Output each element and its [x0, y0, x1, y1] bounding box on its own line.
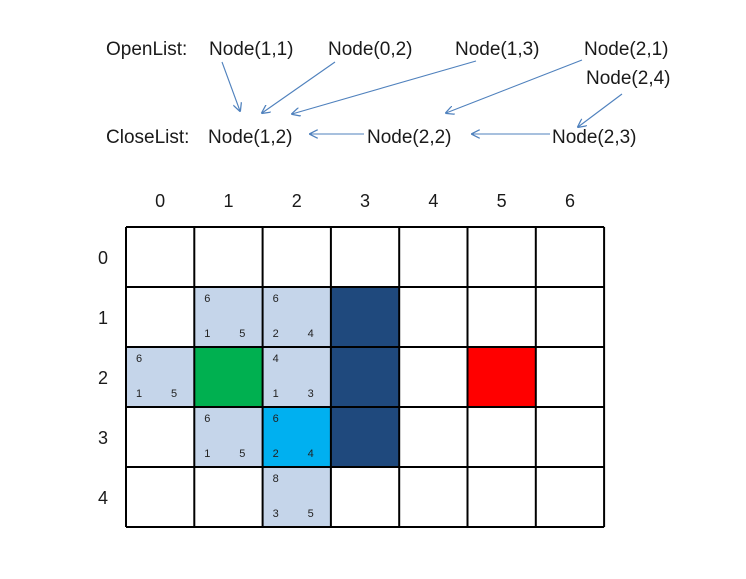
cell-g-value: 3 — [273, 508, 279, 520]
row-label: 4 — [98, 488, 108, 508]
grid-cell-goal — [467, 347, 536, 407]
cell-fill — [330, 347, 400, 407]
grid-cell-wall — [330, 287, 400, 347]
cell-h-value: 4 — [308, 448, 314, 460]
cell-h-value: 5 — [171, 388, 177, 400]
cell-f-value: 6 — [273, 293, 279, 305]
relation-arrows — [221, 59, 623, 134]
cell-h-value: 4 — [308, 328, 314, 340]
cell-f-value: 4 — [273, 353, 279, 365]
open-list-node: Node(0,2) — [328, 39, 413, 60]
grid-cell-start — [194, 347, 263, 407]
cell-g-value: 1 — [204, 448, 210, 460]
close-list-node: Node(2,3) — [552, 127, 637, 148]
column-label: 0 — [155, 191, 165, 211]
row-label: 2 — [98, 368, 108, 388]
close-list: CloseList: Node(1,2) Node(2,2) Node(2,3) — [106, 127, 637, 148]
column-label: 3 — [360, 191, 370, 211]
cell-fill — [330, 287, 400, 347]
cell-fill — [467, 347, 536, 407]
cell-fill — [194, 347, 263, 407]
cell-f-value: 6 — [136, 353, 142, 365]
row-label: 1 — [98, 308, 108, 328]
column-label: 4 — [428, 191, 438, 211]
arrow — [292, 60, 477, 114]
cell-fill — [194, 287, 263, 347]
grid-cells: 6 1 5 6 2 4 6 1 5 4 1 3 6 1 5 6 2 4 8 3 5 — [126, 287, 536, 527]
open-list-new-node: Node(2,4) — [586, 68, 671, 89]
cell-fill — [330, 407, 400, 467]
grid-cell-open: 8 3 5 — [262, 467, 331, 527]
open-list-label: OpenList: — [106, 39, 187, 60]
grid-cell-open: 4 1 3 — [262, 347, 331, 407]
cell-g-value: 1 — [273, 388, 279, 400]
cell-f-value: 8 — [273, 473, 279, 485]
cell-h-value: 3 — [308, 388, 314, 400]
cell-fill — [262, 467, 331, 527]
row-label: 0 — [98, 248, 108, 268]
column-label: 5 — [497, 191, 507, 211]
grid-cell-open: 6 1 5 — [126, 347, 195, 407]
arrow — [446, 59, 583, 113]
column-label: 1 — [223, 191, 233, 211]
cell-f-value: 6 — [204, 413, 210, 425]
arrow — [578, 93, 623, 127]
cell-fill — [262, 287, 331, 347]
grid-lines — [125, 226, 606, 528]
open-list-node: Node(1,3) — [455, 39, 540, 60]
arrow — [262, 61, 336, 113]
row-label: 3 — [98, 428, 108, 448]
grid-cell-open: 6 1 5 — [194, 407, 263, 467]
cell-g-value: 2 — [273, 448, 279, 460]
close-list-node: Node(2,2) — [367, 127, 452, 148]
column-label: 6 — [565, 191, 575, 211]
cell-h-value: 5 — [308, 508, 314, 520]
column-label: 2 — [292, 191, 302, 211]
cell-g-value: 1 — [136, 388, 142, 400]
cell-fill — [194, 407, 263, 467]
row-labels: 0 1 2 3 4 — [98, 248, 108, 508]
cell-fill — [262, 407, 331, 467]
cell-h-value: 5 — [239, 328, 245, 340]
cell-fill — [126, 347, 195, 407]
cell-g-value: 1 — [204, 328, 210, 340]
cell-g-value: 2 — [273, 328, 279, 340]
grid-cell-wall — [330, 407, 400, 467]
open-list-node: Node(1,1) — [209, 39, 294, 60]
grid-cell-wall — [330, 347, 400, 407]
cell-fill — [262, 347, 331, 407]
cell-f-value: 6 — [204, 293, 210, 305]
grid-cell-current: 6 2 4 — [262, 407, 331, 467]
cell-f-value: 6 — [273, 413, 279, 425]
open-list-node: Node(2,1) — [584, 39, 669, 60]
close-list-label: CloseList: — [106, 127, 189, 148]
column-labels: 0 1 2 3 4 5 6 — [155, 191, 575, 211]
open-list: OpenList: Node(1,1) Node(0,2) Node(1,3) … — [106, 39, 671, 89]
cell-h-value: 5 — [239, 448, 245, 460]
close-list-node: Node(1,2) — [208, 127, 293, 148]
arrow — [221, 61, 240, 111]
grid-cell-open: 6 1 5 — [194, 287, 263, 347]
grid-cell-open: 6 2 4 — [262, 287, 331, 347]
